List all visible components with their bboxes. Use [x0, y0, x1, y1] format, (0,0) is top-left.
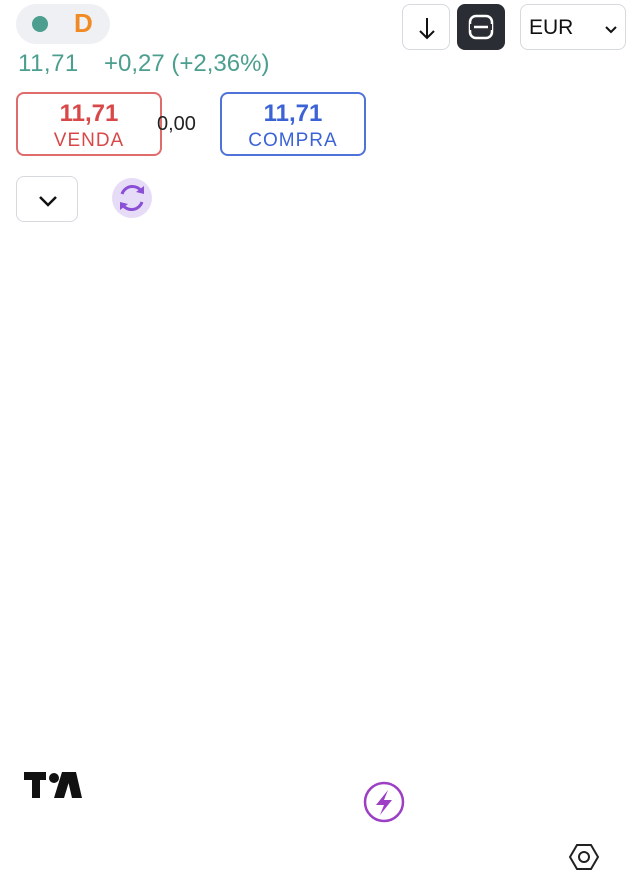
interval: D — [74, 8, 93, 38]
layout-button[interactable] — [457, 4, 505, 50]
download-button[interactable] — [402, 4, 450, 50]
buy-label: COMPRA — [248, 130, 338, 151]
sell-label: VENDA — [53, 130, 125, 151]
sell-button[interactable]: 11,71 VENDA — [16, 92, 162, 156]
settings-icon[interactable] — [568, 844, 600, 870]
status-dot — [32, 16, 48, 32]
buy-button[interactable]: 11,71 COMPRA — [220, 92, 366, 156]
sell-price: 11,71 — [59, 100, 119, 127]
lightning-button[interactable] — [363, 781, 405, 823]
last-price: 11,71 — [18, 50, 79, 77]
price-change: +0,27 (+2,36%) — [104, 50, 270, 77]
replay-icon[interactable] — [112, 178, 152, 218]
tv-logo — [24, 772, 82, 798]
spread: 0,00 — [157, 113, 196, 135]
currency: EUR — [529, 16, 574, 39]
currency-select[interactable]: EUR — [520, 4, 626, 50]
buy-price: 11,71 — [263, 100, 323, 127]
expand-button[interactable] — [16, 176, 78, 222]
symbol-pill[interactable] — [16, 4, 110, 44]
